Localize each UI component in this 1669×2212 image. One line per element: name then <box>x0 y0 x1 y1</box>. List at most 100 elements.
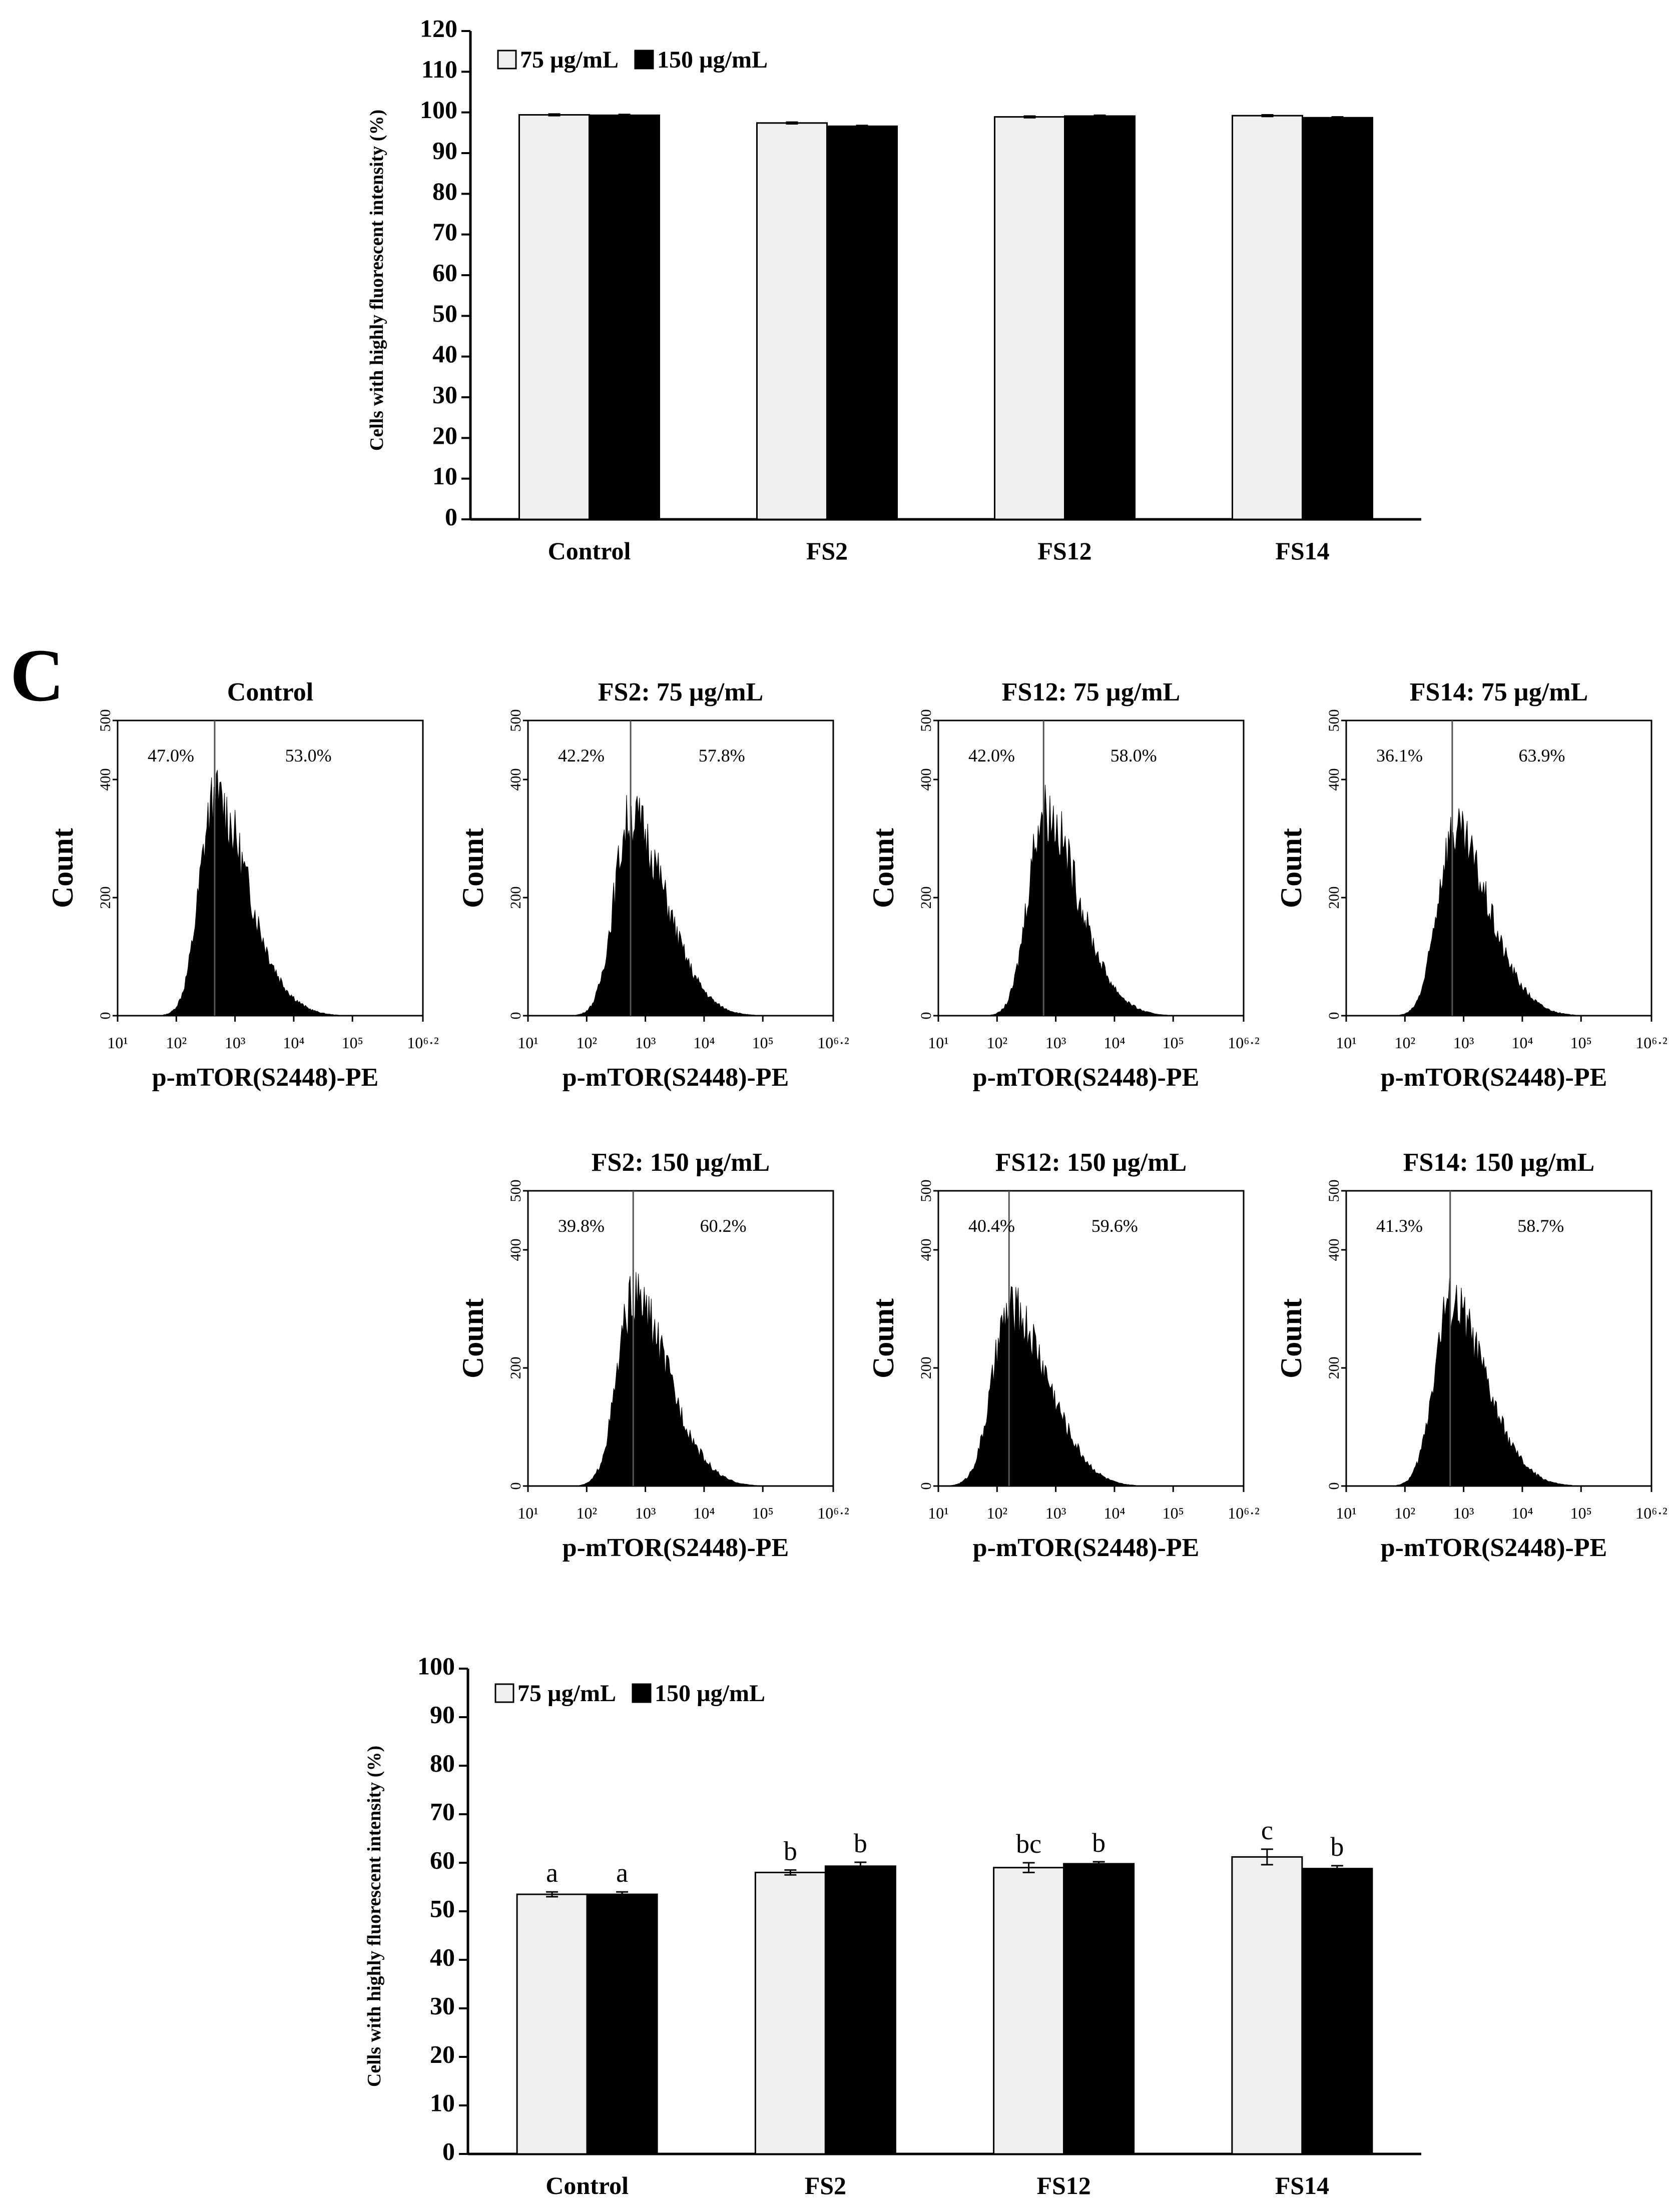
x-tick-label: 10⁵ <box>1163 1034 1184 1052</box>
bar-fs2-150 <box>824 1865 896 2155</box>
x-tick-label: 10¹ <box>517 1504 538 1522</box>
bar-fs2-75 <box>754 1871 826 2155</box>
x-tick-label: 10³ <box>635 1504 656 1522</box>
y-tick-label: 500 <box>97 709 114 732</box>
x-tick-label: 10¹ <box>517 1034 538 1052</box>
x-tick-label: 10⁶·² <box>1635 1034 1667 1052</box>
significance-letter: a <box>546 1858 558 1888</box>
panel-title: FS14: 150 µg/mL <box>1403 1148 1594 1177</box>
x-tick-label: 10¹ <box>107 1034 128 1052</box>
y-tick-label: 500 <box>507 709 524 732</box>
y-tick-label: 40 <box>432 340 457 368</box>
x-tick-label: 10³ <box>635 1034 656 1052</box>
gate-left-percent: 40.4% <box>968 1216 1015 1236</box>
x-category-label: FS2 <box>805 2171 846 2199</box>
histogram-panel-3: 36.1% 63.9% FS14: 75 µg/mL 0 200 400 500 Count 1… <box>1275 678 1667 1092</box>
gate-left-percent: 42.0% <box>968 746 1015 766</box>
x-axis-label: p-mTOR(S2448)-PE <box>152 1063 379 1092</box>
y-tick-label: 30 <box>430 1991 455 2019</box>
legend-label: 150 µg/mL <box>655 1680 765 1707</box>
y-tick-label: 200 <box>918 1357 934 1379</box>
x-tick-label: 10² <box>577 1034 598 1052</box>
bar-fs14-150 <box>1301 1868 1373 2155</box>
x-category-label: Control <box>548 537 631 565</box>
y-tick-label: 20 <box>432 421 457 449</box>
histogram-panel-6: 41.3% 58.7% FS14: 150 µg/mL 0 200 400 500 Count… <box>1275 1148 1667 1562</box>
bar-fs14-75 <box>1231 1856 1303 2155</box>
x-tick-label: 10³ <box>1453 1034 1474 1052</box>
x-tick-label: 10⁵ <box>752 1034 774 1052</box>
y-tick-label: 0 <box>918 1483 934 1490</box>
y-tick-label: 200 <box>918 887 934 909</box>
y-tick-label: 90 <box>432 136 457 164</box>
x-tick-label: 10⁵ <box>342 1034 363 1052</box>
histogram-fill <box>938 1286 1244 1487</box>
legend-label: 75 µg/mL <box>517 1680 616 1707</box>
bar-control-75 <box>516 1893 588 2155</box>
bar-fs12-150 <box>1064 115 1136 520</box>
y-tick-label: 500 <box>918 709 934 732</box>
y-tick-label: 200 <box>507 887 524 909</box>
y-tick-label: 200 <box>1326 1357 1342 1379</box>
x-tick-label: 10² <box>577 1504 598 1522</box>
y-tick-label: 90 <box>430 1700 455 1728</box>
x-tick-label: 10⁴ <box>1511 1034 1533 1052</box>
x-category-label: FS14 <box>1275 2171 1329 2199</box>
y-tick-label: 100 <box>420 96 457 124</box>
legend: 75 µg/mL 150 µg/mL <box>494 1680 765 1707</box>
x-tick-label: 10⁶·² <box>1228 1504 1259 1522</box>
panel-title: Control <box>227 678 313 706</box>
x-tick-label: 10² <box>987 1504 1008 1522</box>
y-tick-label: 110 <box>421 55 457 83</box>
y-axis-label: Count <box>46 828 79 908</box>
y-tick-label: 400 <box>507 1239 524 1261</box>
legend: 75 µg/mL 150 µg/mL <box>497 47 768 73</box>
gate-right-percent: 63.9% <box>1519 746 1565 766</box>
histogram-fill <box>528 795 833 1016</box>
x-tick-label: 10⁵ <box>752 1504 774 1522</box>
x-tick-label: 10⁴ <box>1511 1504 1533 1522</box>
y-tick-label: 0 <box>1326 1483 1342 1490</box>
x-category-label: Control <box>545 2171 629 2199</box>
gate-right-percent: 58.7% <box>1517 1216 1564 1236</box>
gate-right-percent: 57.8% <box>699 746 745 766</box>
y-axis-label: Count <box>1275 1298 1308 1378</box>
x-tick-label: 10¹ <box>928 1034 949 1052</box>
x-tick-label: 10⁶·² <box>407 1034 438 1052</box>
gate-left-percent: 42.2% <box>558 746 605 766</box>
legend-label: 150 µg/mL <box>657 47 768 73</box>
histogram-fill <box>528 1272 833 1487</box>
histogram-fill <box>938 785 1244 1016</box>
y-tick-label: 120 <box>420 14 457 42</box>
x-tick-label: 10³ <box>1045 1034 1066 1052</box>
bar-fs2-75 <box>756 122 828 520</box>
y-tick-label: 0 <box>918 1012 934 1020</box>
significance-letter: b <box>784 1836 797 1866</box>
histogram-panel-1: 42.2% 57.8% FS2: 75 µg/mL 0 200 400 500 Count 10… <box>456 678 849 1092</box>
x-tick-label: 10⁴ <box>693 1034 715 1052</box>
x-tick-label: 10⁴ <box>283 1034 304 1052</box>
x-category-label: FS14 <box>1275 537 1329 565</box>
histogram-panel-2: 42.0% 58.0% FS12: 75 µg/mL 0 200 400 500 Count 1… <box>867 678 1260 1092</box>
bar-fs12-75 <box>994 116 1065 520</box>
bar-control-150 <box>589 114 660 520</box>
histogram-fill <box>1346 808 1651 1016</box>
y-axis-label: Count <box>1275 828 1308 908</box>
y-tick-label: 50 <box>430 1894 455 1922</box>
x-tick-label: 10⁵ <box>1163 1504 1184 1522</box>
y-tick-label: 20 <box>430 2040 455 2068</box>
y-axis-label: Count <box>867 1298 900 1378</box>
x-category-label: FS12 <box>1036 2171 1090 2199</box>
y-tick-label: 400 <box>918 769 934 791</box>
legend-label: 75 µg/mL <box>520 47 619 73</box>
y-tick-label: 60 <box>432 258 457 286</box>
y-axis-label: Count <box>456 828 489 908</box>
legend-swatch <box>494 1683 514 1703</box>
significance-letter: b <box>854 1828 867 1858</box>
x-tick-label: 10⁶·² <box>817 1034 849 1052</box>
y-axis-label: Count <box>456 1298 489 1378</box>
x-tick-label: 10⁵ <box>1570 1034 1592 1052</box>
x-tick-label: 10³ <box>1453 1504 1474 1522</box>
x-axis-label: p-mTOR(S2448)-PE <box>1381 1063 1607 1092</box>
